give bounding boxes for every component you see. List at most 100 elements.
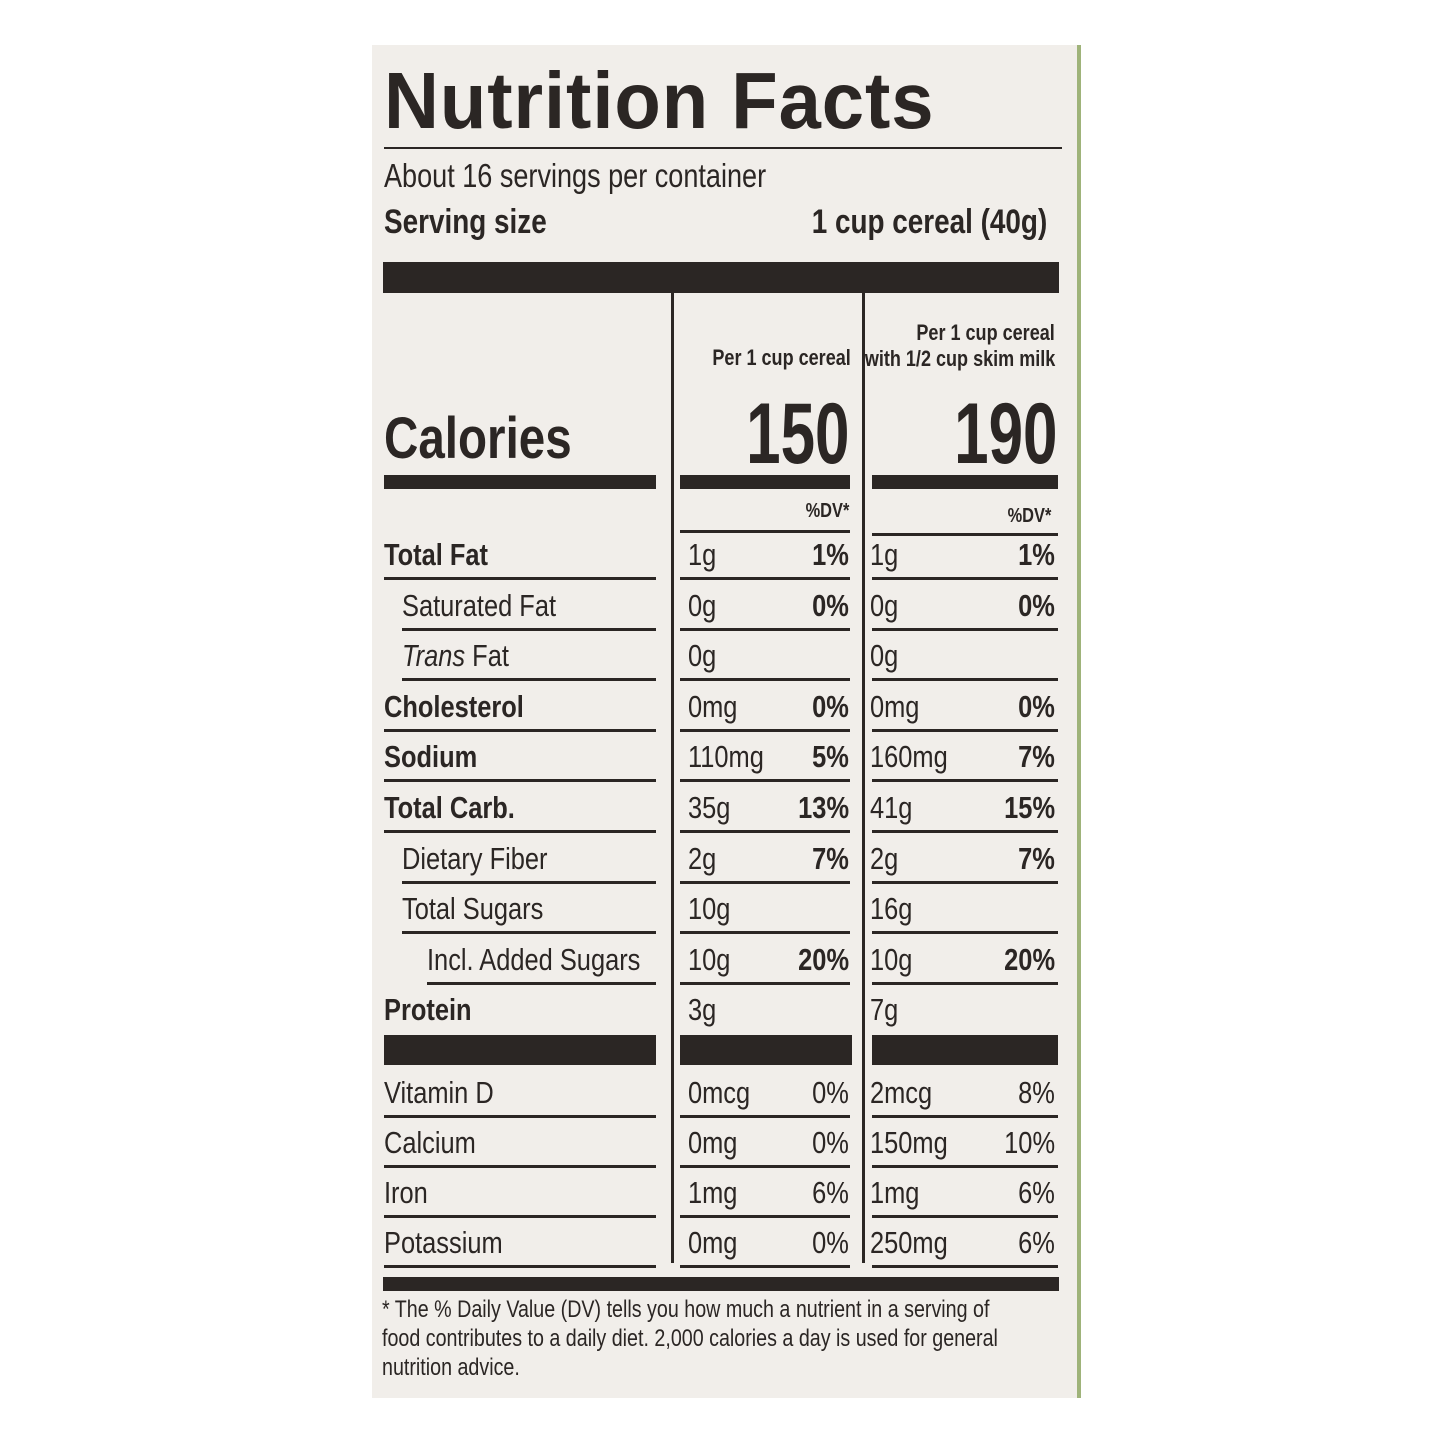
amount-column1: 35g	[688, 790, 731, 825]
thick-divider	[383, 262, 1059, 293]
dv-column1: 6%	[812, 1175, 849, 1210]
amount-column1: 110mg	[688, 739, 764, 775]
column-divider	[671, 293, 674, 1263]
row-divider	[680, 728, 850, 732]
calories-bar	[680, 475, 850, 489]
row-divider	[872, 830, 1058, 833]
dv-column2: 1%	[1018, 537, 1055, 572]
row-divider	[680, 1215, 850, 1218]
amount-column2: 10g	[870, 941, 913, 977]
row-divider	[872, 1215, 1058, 1218]
thick-divider	[384, 1035, 656, 1065]
dv-column2: 7%	[1018, 840, 1055, 876]
row-divider	[680, 1165, 850, 1168]
amount-column1: 3g	[688, 992, 717, 1028]
calories-value-2: 190	[953, 386, 1057, 482]
row-divider	[402, 678, 656, 682]
nutrient-name: Cholesterol	[384, 688, 524, 724]
dv-column2: 0%	[1018, 688, 1055, 724]
amount-column1: 0mg	[688, 1125, 738, 1160]
amount-column1: 2g	[688, 840, 717, 876]
dv-column2: 0%	[1018, 587, 1055, 623]
nutrient-name: Sodium	[384, 739, 478, 775]
row-divider	[384, 1215, 656, 1218]
row-divider	[872, 1115, 1058, 1118]
row-divider	[402, 627, 656, 631]
row-divider	[872, 981, 1058, 985]
amount-column2: 16g	[870, 891, 913, 927]
row-divider	[384, 577, 656, 580]
dv-header-1: %DV*	[805, 500, 849, 522]
dv-column2: 15%	[1004, 790, 1055, 825]
dv-column1: 0%	[812, 1075, 849, 1110]
nutrient-name: Saturated Fat	[402, 587, 557, 623]
nutrient-name: Iron	[384, 1175, 428, 1210]
servings-per-container: About 16 servings per container	[384, 157, 767, 194]
amount-column1: 0g	[688, 587, 717, 623]
nutrient-name: Total Carb.	[384, 790, 515, 825]
column2-header: Per 1 cup cereal with 1/2 cup skim milk	[864, 320, 1055, 371]
row-divider	[680, 931, 850, 935]
row-divider	[872, 627, 1058, 631]
amount-column1: 0mg	[688, 688, 738, 724]
divider	[872, 533, 1058, 536]
row-divider	[680, 830, 850, 833]
amount-column2: 1g	[870, 537, 899, 572]
row-divider	[872, 728, 1058, 732]
row-divider	[680, 678, 850, 682]
thick-divider	[680, 1035, 852, 1065]
divider	[384, 147, 1062, 149]
row-divider	[680, 577, 850, 580]
amount-column2: 250mg	[870, 1225, 948, 1260]
amount-column1: 1g	[688, 537, 717, 572]
amount-column2: 7g	[870, 992, 899, 1028]
amount-column2: 41g	[870, 790, 913, 825]
label-title: Nutrition Facts	[384, 56, 935, 145]
nutrient-name: Protein	[384, 992, 472, 1028]
row-divider	[680, 880, 850, 884]
row-divider	[680, 1265, 850, 1268]
row-divider	[384, 779, 656, 783]
thick-divider	[383, 1277, 1059, 1291]
calories-label: Calories	[384, 406, 572, 471]
amount-column2: 0g	[870, 638, 899, 674]
dv-column2: 6%	[1018, 1175, 1055, 1210]
nutrient-name: Incl. Added Sugars	[427, 941, 641, 977]
nutrient-name: Vitamin D	[384, 1075, 494, 1110]
amount-column1: 0mcg	[688, 1075, 751, 1110]
nutrient-name: Dietary Fiber	[402, 840, 548, 876]
column1-header: Per 1 cup cereal	[712, 345, 851, 370]
row-divider	[384, 1115, 656, 1118]
row-divider	[384, 1165, 656, 1168]
amount-column1: 0g	[688, 638, 717, 674]
row-divider	[872, 779, 1058, 783]
row-divider	[872, 1265, 1058, 1268]
row-divider	[872, 931, 1058, 935]
amount-column1: 0mg	[688, 1225, 738, 1260]
dv-column1: 0%	[812, 688, 849, 724]
dv-column1: 0%	[812, 1225, 849, 1260]
dv-column1: 0%	[812, 587, 849, 623]
calories-bar	[872, 475, 1058, 489]
row-divider	[427, 981, 656, 985]
nutrient-name: Trans Fat	[402, 638, 509, 674]
row-divider	[872, 880, 1058, 884]
nutrient-name: Calcium	[384, 1125, 476, 1160]
row-divider	[402, 931, 656, 935]
dv-column1: 0%	[812, 1125, 849, 1160]
amount-column1: 1mg	[688, 1175, 738, 1210]
row-divider	[402, 880, 656, 884]
serving-size-value: 1 cup cereal (40g)	[811, 203, 1047, 241]
amount-column2: 2mcg	[870, 1075, 933, 1110]
dv-column1: 7%	[812, 840, 849, 876]
footnote: * The % Daily Value (DV) tells you how m…	[382, 1296, 998, 1381]
row-divider	[680, 981, 850, 985]
dv-column2: 10%	[1004, 1125, 1055, 1160]
serving-size-label: Serving size	[384, 203, 547, 241]
row-divider	[384, 728, 656, 732]
amount-column2: 160mg	[870, 739, 948, 775]
nutrient-name: Total Fat	[384, 537, 489, 572]
dv-column1: 13%	[798, 790, 849, 825]
dv-header-2: %DV*	[1007, 505, 1051, 527]
dv-column2: 6%	[1018, 1225, 1055, 1260]
